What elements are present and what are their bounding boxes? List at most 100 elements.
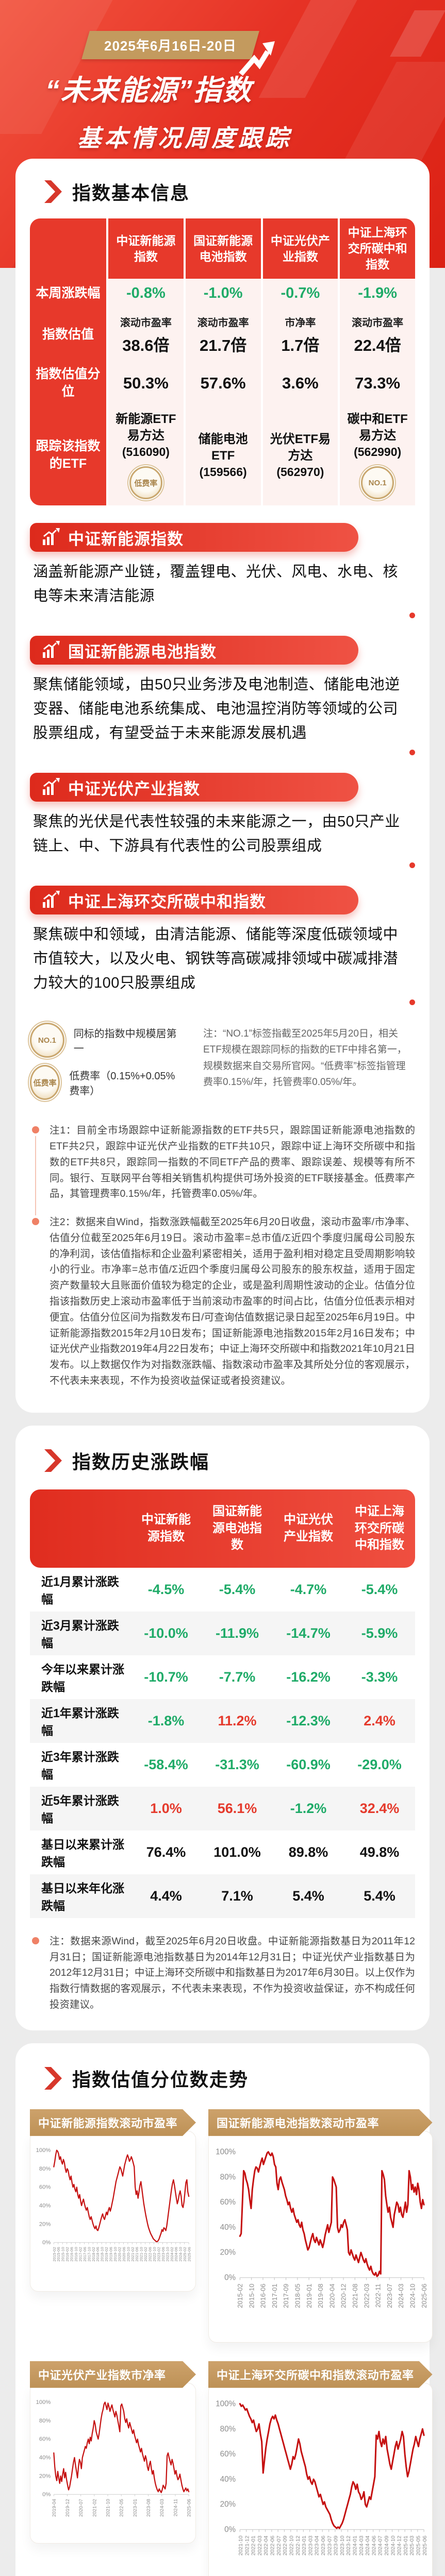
performance-value: 11.2% (218, 1713, 257, 1728)
performance-value: 5.4% (364, 1888, 395, 1904)
x-axis-tick-label: 2018-02 (91, 2247, 96, 2261)
performance-value: -16.2% (286, 1669, 331, 1685)
x-axis-tick-label: 2023-08 (146, 2499, 152, 2517)
column-header: 中证新能源指数 (141, 1513, 191, 1544)
valuation-value: 21.7倍 (199, 336, 247, 355)
performance-value: 56.1% (217, 1800, 257, 1816)
y-axis-tick-label: 40% (220, 2223, 236, 2232)
index-section: 中证新能源指数 涵盖新能源产业链，覆盖锂电、光伏、风电、水电、核电等未来清洁能源 (30, 523, 415, 619)
performance-table-header: 中证新能源指数 国证新能源电池指数 中证光伏产业指数 中证上海环交所碳中和指数 (30, 1489, 415, 1568)
index-description: 涵盖新能源产业链，覆盖锂电、光伏、风电、水电、核电等未来清洁能源 (33, 564, 399, 605)
performance-value: -4.7% (290, 1581, 327, 1597)
notes-block: 注1：目前全市场跟踪中证新能源指数的ETF共5只，跟踪国证新能源电池指数的ETF… (30, 1123, 415, 1389)
legend-item: 低费率 低费率（0.15%+0.05%费率） (30, 1065, 185, 1100)
row-label: 指数估值分位 (30, 362, 106, 405)
y-axis-tick-label: 80% (220, 2173, 236, 2181)
x-axis-tick-label: 2019-12 (65, 2499, 71, 2517)
x-axis-tick-label: 2019-02 (104, 2247, 109, 2261)
table-cell: -1.9% (340, 279, 415, 309)
legend-label: 低费率（0.15%+0.05%费率） (69, 1071, 175, 1097)
valuation-trend-card: 指数估值分位数走势 中证新能源指数滚动市盈率 0% 20% 40% 60% 80% 100… (15, 2043, 433, 2576)
chevron-right-icon (44, 1449, 62, 1472)
hero-title-line2: 基本情况周度跟踪 (77, 125, 292, 151)
section-title: 指数估值分位数走势 (72, 2069, 249, 2090)
chart-title-ribbon: 中证新能源指数滚动市盈率 (30, 2109, 196, 2136)
line-chart-carbon-index-pe: 0% 20% 40% 60% 80% 100% 2021-10 2021-12 2022-01 2… (208, 2382, 433, 2576)
table-cell: 碳中和ETF易方达 (562990) NO.1 (340, 404, 415, 506)
x-axis-tick-label: 2015-02 (236, 2283, 244, 2308)
valuation-metric-label: 滚动市盈率 (120, 317, 172, 329)
performance-value: -5.4% (361, 1581, 398, 1597)
x-axis-tick-label: 2024-03 (159, 2499, 165, 2517)
chart-line (239, 2402, 425, 2529)
row-label: 近3月累计涨跌幅 (41, 1619, 119, 1650)
performance-value: 76.4% (146, 1844, 186, 1860)
y-axis-tick-label: 0% (224, 2525, 236, 2534)
etf-name: 新能源ETF易方达 (116, 412, 176, 443)
percentile-value: 3.6% (282, 374, 319, 392)
up-arrow-icon (235, 40, 275, 83)
performance-value: -3.3% (361, 1669, 398, 1685)
performance-value: 49.8% (359, 1844, 400, 1860)
trend-chart-icon (43, 528, 60, 546)
y-axis-tick-label: 0% (42, 2492, 51, 2498)
table-row: 今年以来累计涨跌幅 -10.7% -7.7% -16.2% -3.3% (30, 1655, 415, 1699)
trend-chart-icon (43, 641, 60, 658)
y-axis-tick-label: 60% (220, 2198, 236, 2207)
index-section-banner: 中证上海环交所碳中和指数 (30, 886, 358, 915)
table-row: 近1月累计涨跌幅 -4.5% -5.4% -4.7% -5.4% (30, 1568, 415, 1612)
valuation-metric-label: 滚动市盈率 (352, 317, 404, 329)
percentile-value: 50.3% (123, 374, 169, 392)
x-axis-tick-label: 2017-10 (87, 2247, 91, 2261)
row-label: 近1年累计涨跌幅 (41, 1706, 119, 1738)
performance-value: 7.1% (221, 1888, 253, 1904)
table-cell: 滚动市盈率 38.6倍 (108, 308, 184, 362)
performance-value: -10.7% (144, 1669, 188, 1685)
row-label: 跟踪该指数的ETF (30, 404, 106, 506)
x-axis-tick-label: 2025-05 (416, 2535, 422, 2555)
performance-value: 1.0% (150, 1800, 182, 1816)
x-axis-tick-label: 2022-11 (374, 2283, 382, 2307)
decorative-streak (390, 10, 445, 57)
section-end-dot (30, 613, 415, 619)
x-axis-tick-label: 2024-10 (390, 2535, 396, 2555)
column-header: 国证新能源电池指数 (185, 218, 261, 279)
date-badge: 2025年6月16日-20日 (81, 31, 259, 59)
x-axis-tick-label: 2022-12 (295, 2535, 301, 2555)
table-cell: 3.6% (262, 362, 338, 405)
week-change-value: -0.7% (281, 285, 320, 302)
week-change-value: -0.8% (126, 285, 166, 302)
valuation-value: 38.6倍 (122, 336, 170, 355)
x-axis-tick-label: 2025-03 (409, 2535, 415, 2555)
row-label: 基日以来累计涨跌幅 (41, 1838, 124, 1869)
index-section: 中证上海环交所碳中和指数 聚焦碳中和领域，由清洁能源、储能等深度低碳领域中市值较… (30, 886, 415, 1006)
x-axis-tick-label: 2020-12 (340, 2283, 348, 2308)
x-axis-tick-label: 2025-06 (422, 2535, 428, 2555)
y-axis-tick-label: 40% (39, 2202, 51, 2209)
hero-title-line1: “未来能源”指数 (45, 74, 253, 106)
chart-panel: 中证新能源指数滚动市盈率 0% 20% 40% 60% 80% 100% 2015-02 20… (30, 2109, 196, 2343)
performance-value: 89.8% (288, 1844, 328, 1860)
x-axis-tick-label: 2023-10 (339, 2535, 345, 2555)
performance-value: -12.3% (286, 1713, 331, 1728)
x-axis-tick-label: 2015-10 (61, 2247, 65, 2261)
performance-value: 101.0% (213, 1844, 261, 1860)
valuation-metric-label: 滚动市盈率 (197, 317, 249, 329)
x-axis-tick-label: 2025-06 (187, 2499, 192, 2517)
y-axis-tick-label: 20% (39, 2221, 51, 2227)
y-axis-tick-label: 60% (220, 2450, 236, 2459)
x-axis-tick-label: 2019-10 (113, 2247, 118, 2261)
x-axis-tick-label: 2021-06 (135, 2247, 139, 2261)
x-axis-tick-label: 2018-10 (100, 2247, 105, 2261)
table-row: 近3年累计涨跌幅 -58.4% -31.3% -60.9% -29.0% (30, 1743, 415, 1787)
x-axis-tick-label: 2021-12 (244, 2535, 250, 2555)
index-section-title: 中证新能源指数 (68, 530, 184, 548)
x-axis-tick-label: 2024-06 (174, 2247, 178, 2261)
row-label: 近1月累计涨跌幅 (41, 1575, 119, 1606)
row-label: 基日以来年化涨跌幅 (41, 1882, 124, 1913)
y-axis-tick-label: 80% (39, 2166, 51, 2172)
section-heading-basic-info: 指数基本信息 (30, 178, 415, 205)
performance-value: 32.4% (359, 1800, 400, 1816)
chart-svg: 0%20%40%60%80%100%2021-10 2021-12 2022-01 2… (216, 2399, 428, 2555)
trend-chart-icon (43, 891, 60, 908)
